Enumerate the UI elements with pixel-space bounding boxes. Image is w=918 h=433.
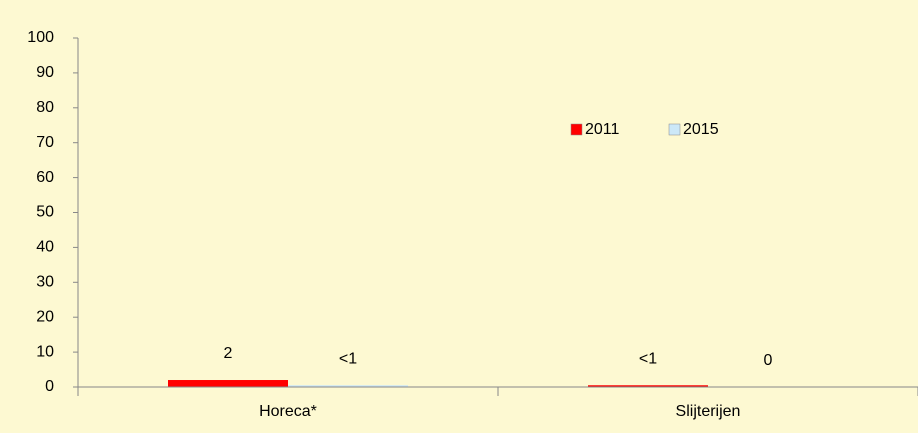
y-tick-label: 50 — [36, 204, 54, 221]
bar — [168, 380, 288, 387]
legend-swatch — [570, 123, 583, 136]
bar — [588, 385, 708, 387]
y-tick-label: 0 — [45, 378, 54, 395]
value-label: 2 — [224, 345, 233, 362]
y-tick-label: 60 — [36, 169, 54, 186]
value-label: <1 — [639, 350, 657, 367]
y-tick-label: 20 — [36, 308, 54, 325]
y-tick-label: 30 — [36, 274, 54, 291]
y-tick-label: 90 — [36, 64, 54, 81]
y-tick-label: 10 — [36, 343, 54, 360]
x-tick-label: Horeca* — [259, 403, 317, 420]
value-label: 0 — [764, 352, 773, 369]
y-tick-label: 80 — [36, 99, 54, 116]
y-tick-label: 40 — [36, 239, 54, 256]
bar — [288, 385, 408, 387]
x-tick-label: Slijterijen — [676, 403, 741, 420]
y-tick-label: 70 — [36, 134, 54, 151]
legend-swatch — [668, 123, 681, 136]
legend-label: 2015 — [683, 121, 719, 138]
value-label: <1 — [339, 350, 357, 367]
legend-label: 2011 — [585, 121, 620, 138]
y-tick-label: 100 — [27, 29, 54, 46]
